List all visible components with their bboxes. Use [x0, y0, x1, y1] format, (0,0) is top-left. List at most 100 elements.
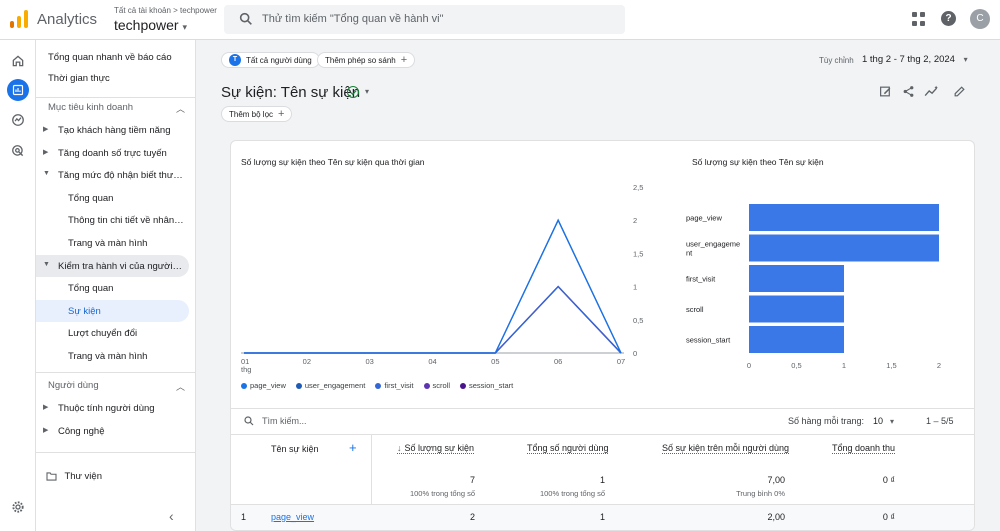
insights-icon[interactable]	[924, 85, 939, 98]
y-tick-label: 0,5	[633, 316, 643, 325]
row-event-name-link[interactable]: page_view	[271, 512, 315, 522]
advertising-icon[interactable]	[7, 140, 29, 162]
nav-overview[interactable]: Tổng quan	[68, 193, 114, 204]
add-comparison-button[interactable]: Thêm phép so sánh +	[317, 52, 416, 68]
chevron-up-icon[interactable]: ︿	[175, 382, 185, 392]
row-event-count: 2	[469, 512, 475, 522]
folder-icon	[46, 472, 57, 481]
nav-section-business-objectives[interactable]: Mục tiêu kinh doanh	[48, 102, 134, 113]
caret-down-icon: ▾	[963, 55, 968, 64]
line-chart-title: Số lượng sự kiện theo Tên sự kiện qua th…	[241, 157, 425, 167]
avatar[interactable]: C	[970, 9, 990, 29]
column-header-event-count[interactable]: ↓ Số lượng sự kiện	[397, 443, 474, 454]
legend-item[interactable]: scroll	[423, 381, 450, 390]
nav-label: Kiểm tra hành vi của người dùng	[58, 261, 183, 272]
nav-tech[interactable]: ▶ Công nghệ	[36, 426, 196, 437]
collapse-nav-icon[interactable]: ‹	[169, 508, 174, 524]
x-tick-label: 2	[937, 361, 941, 370]
nav-library[interactable]: Thư viện	[46, 471, 186, 482]
bar-chart-title: Số lượng sự kiện theo Tên sự kiện	[692, 157, 824, 167]
date-range-picker[interactable]: 1 thg 2 - 7 thg 2, 2024 ▾	[862, 54, 968, 65]
series-line-first-visit	[244, 285, 622, 354]
edit-icon[interactable]	[953, 85, 966, 98]
search-bar[interactable]: Thử tìm kiếm "Tổng quan về hành vi"	[224, 5, 625, 34]
x-tick-label: 06	[554, 357, 562, 366]
series-line-page-view	[244, 218, 622, 354]
customize-report-icon[interactable]	[879, 85, 892, 98]
bar-scroll	[749, 295, 844, 323]
table-row[interactable]	[231, 504, 974, 530]
y-tick-label: 0	[633, 349, 637, 358]
legend-item[interactable]: user_engagement	[295, 381, 365, 390]
series-line-scroll	[244, 285, 622, 354]
help-icon[interactable]: ?	[941, 11, 956, 26]
nav-section-user[interactable]: Người dùng	[48, 380, 99, 391]
row-index: 1	[241, 512, 247, 522]
nav-label: Tạo khách hàng tiềm năng	[58, 125, 171, 136]
home-icon[interactable]	[7, 50, 29, 72]
share-icon[interactable]	[902, 85, 915, 98]
x-tick-label: 04	[428, 357, 436, 366]
property-selector[interactable]: techpower ▾	[114, 17, 187, 33]
expand-arrow-icon: ▶	[43, 149, 49, 156]
row-divider	[231, 504, 974, 505]
rows-per-page-select[interactable]: 10	[873, 416, 884, 426]
add-filter-button[interactable]: Thêm bộ lọc +	[221, 106, 293, 122]
caret-down-icon[interactable]: ▾	[890, 417, 895, 426]
series-line-user-engagement	[244, 218, 622, 354]
check-circle-icon[interactable]	[347, 86, 359, 98]
column-header-events-per-user[interactable]: Số sự kiện trên mỗi người dùng	[662, 443, 790, 454]
bar-chart[interactable]: page_view user_engagement first_visitscrol…	[686, 171, 975, 371]
nav-examine-user-behavior[interactable]: ▼ Kiểm tra hành vi của người dùng	[36, 261, 196, 272]
date-range-value: 1 thg 2 - 7 thg 2, 2024	[862, 54, 955, 65]
legend-item[interactable]: page_view	[241, 381, 286, 390]
add-dimension-plus-icon[interactable]: +	[349, 440, 357, 455]
y-tick-label: 2	[633, 216, 637, 225]
nav-divider	[36, 452, 196, 453]
app-name: Analytics	[37, 11, 98, 28]
expand-arrow-icon: ▶	[43, 427, 49, 434]
account-breadcrumb[interactable]: Tất cả tài khoản > techpower	[114, 6, 217, 15]
legend-label: session_start	[469, 381, 514, 390]
expand-arrow-icon: ▶	[43, 126, 49, 133]
nav-demographic-details[interactable]: Thông tin chi tiết về nhân khẩu học	[36, 215, 196, 226]
nav-pages-screens[interactable]: Trang và màn hình	[68, 238, 148, 249]
nav-conversions[interactable]: Lượt chuyển đổi	[68, 328, 138, 339]
settings-icon[interactable]	[7, 496, 29, 518]
nav-generate-leads[interactable]: ▶ Tạo khách hàng tiềm năng	[36, 125, 196, 136]
plus-icon: +	[278, 108, 285, 120]
nav-overview-2[interactable]: Tổng quan	[68, 283, 114, 294]
nav-pages-screens-2[interactable]: Trang và màn hình	[68, 351, 148, 362]
apps-grid-icon[interactable]	[912, 12, 926, 26]
column-header-event-name[interactable]: Tên sự kiện	[271, 444, 319, 454]
search-icon	[244, 416, 254, 426]
legend-item[interactable]: session_start	[460, 381, 513, 390]
bar-category-label: nt	[686, 249, 693, 258]
bar-session-start	[749, 326, 844, 353]
nav-user-attributes[interactable]: ▶ Thuộc tính người dùng	[36, 403, 196, 414]
chip-label: Thêm bộ lọc	[229, 109, 274, 119]
bar-category-label: scroll	[686, 305, 704, 314]
chip-label: Tất cả người dùng	[246, 55, 312, 65]
row-total-users: 1	[599, 512, 605, 522]
nav-events[interactable]: Sự kiện	[68, 306, 101, 317]
chevron-up-icon[interactable]: ︿	[175, 104, 185, 114]
column-header-total-users[interactable]: Tổng số người dùng	[527, 443, 609, 454]
analytics-logo[interactable]	[10, 10, 28, 28]
date-range-label: Tùy chỉnh	[819, 56, 854, 65]
comparison-chip-all-users[interactable]: T Tất cả người dùng	[221, 52, 320, 68]
nav-reports-snapshot[interactable]: Tổng quan nhanh về báo cáo	[48, 52, 172, 63]
nav-raise-brand-awareness[interactable]: ▼ Tăng mức độ nhận biết thương hiệu	[36, 170, 196, 181]
line-chart[interactable]: 0 0,5 1 1,5 2 2,5 01 thg 02 03 04 05 06 07	[231, 171, 661, 396]
comparison-badge: T	[229, 54, 241, 66]
column-header-total-revenue[interactable]: Tổng doanh thu	[832, 443, 896, 454]
legend-item[interactable]: first_visit	[375, 381, 414, 390]
table-search-input[interactable]: Tìm kiếm...	[262, 416, 307, 426]
nav-realtime[interactable]: Thời gian thực	[48, 73, 110, 84]
nav-drive-online-sales[interactable]: ▶ Tăng doanh số trực tuyến	[36, 148, 196, 159]
total-sub-event-count: 100% trong tổng số	[409, 489, 475, 498]
page-title: Sự kiện: Tên sự kiện	[221, 84, 361, 101]
caret-down-icon[interactable]: ▾	[365, 87, 370, 96]
explore-icon[interactable]	[7, 109, 29, 131]
reports-icon[interactable]	[7, 79, 29, 101]
